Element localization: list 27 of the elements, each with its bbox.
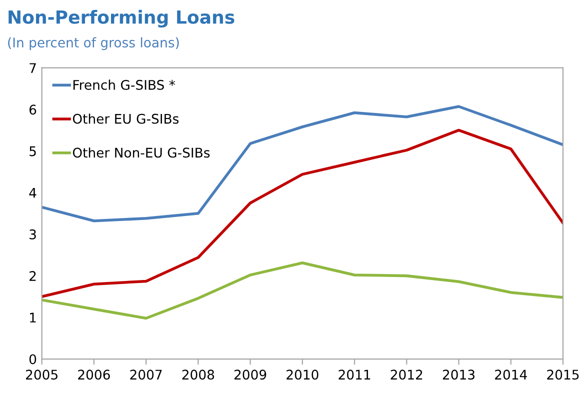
y-tick-label: 2 [30,271,36,281]
x-tick-label: 2005 [26,370,58,380]
y-tick-label: 4 [29,188,36,198]
legend-label: Other Non-EU G-SIBs [72,147,210,158]
y-tick-label: 5 [30,146,36,156]
x-tick-label: 2011 [338,370,370,380]
y-tick-label: 0 [29,354,36,364]
x-tick-label: 2014 [495,370,527,380]
line-series [42,105,563,222]
x-tick-label: 2013 [442,370,474,380]
x-tick-label: 2007 [130,370,162,380]
y-tick-label: 1 [30,312,36,322]
x-tick-label: 2012 [390,370,422,380]
legend-label: French G-SIBS * [73,80,176,90]
chart-subtitle: (In percent of gross loans) [8,37,179,50]
x-tick-label: 2006 [78,370,110,380]
x-tick-label: 2009 [234,370,266,380]
y-tick-label: 7 [30,63,36,73]
chart-title: Non-Performing Loans [8,10,234,28]
legend-label: Other EU G-SIBs [72,114,179,124]
x-tick-label: 2008 [182,370,214,380]
x-tick-label: 2010 [286,370,318,380]
x-tick-label: 2015 [547,370,579,380]
y-tick-label: 3 [30,229,36,240]
line-series [42,128,563,298]
y-tick-label: 6 [29,104,36,115]
line-series [42,262,563,320]
